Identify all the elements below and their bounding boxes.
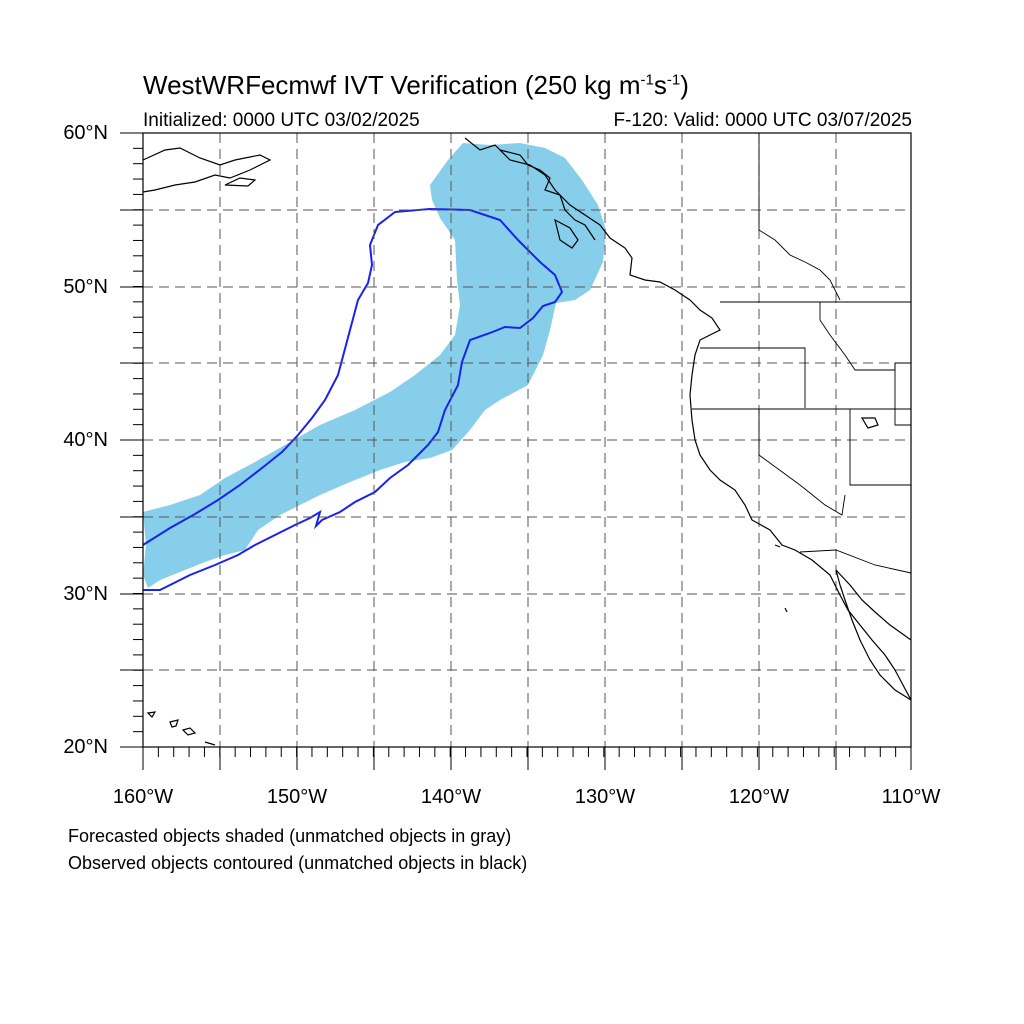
coastlines [142, 137, 912, 746]
political-boundaries [692, 133, 912, 574]
lon-label-150w: 150°W [266, 786, 328, 808]
lat-label-50n: 50°N [63, 276, 108, 298]
lat-label-60n: 60°N [63, 122, 108, 144]
lon-label-120w: 120°W [728, 786, 790, 808]
lon-label-130w: 130°W [574, 786, 636, 808]
valid-time-label: F-120: Valid: 0000 UTC 03/07/2025 [613, 110, 912, 131]
lon-label-160w: 160°W [112, 786, 174, 808]
forecast-object [143, 143, 606, 588]
init-time-label: Initialized: 0000 UTC 03/02/2025 [143, 110, 420, 131]
lon-label-140w: 140°W [420, 786, 482, 808]
lat-label-30n: 30°N [63, 583, 108, 605]
lat-label-40n: 40°N [63, 429, 108, 451]
forecast-note: Forecasted objects shaded (unmatched obj… [68, 826, 512, 846]
minor-tick-marks [133, 132, 912, 757]
lat-label-20n: 20°N [63, 736, 108, 758]
observed-object-contour [142, 207, 564, 591]
observed-note: Observed objects contoured (unmatched ob… [68, 853, 528, 873]
chart-title: WestWRFecmwf IVT Verification (250 kg m-… [143, 70, 689, 100]
lon-label-110w: 110°W [881, 786, 941, 808]
grid-lines [143, 133, 911, 747]
